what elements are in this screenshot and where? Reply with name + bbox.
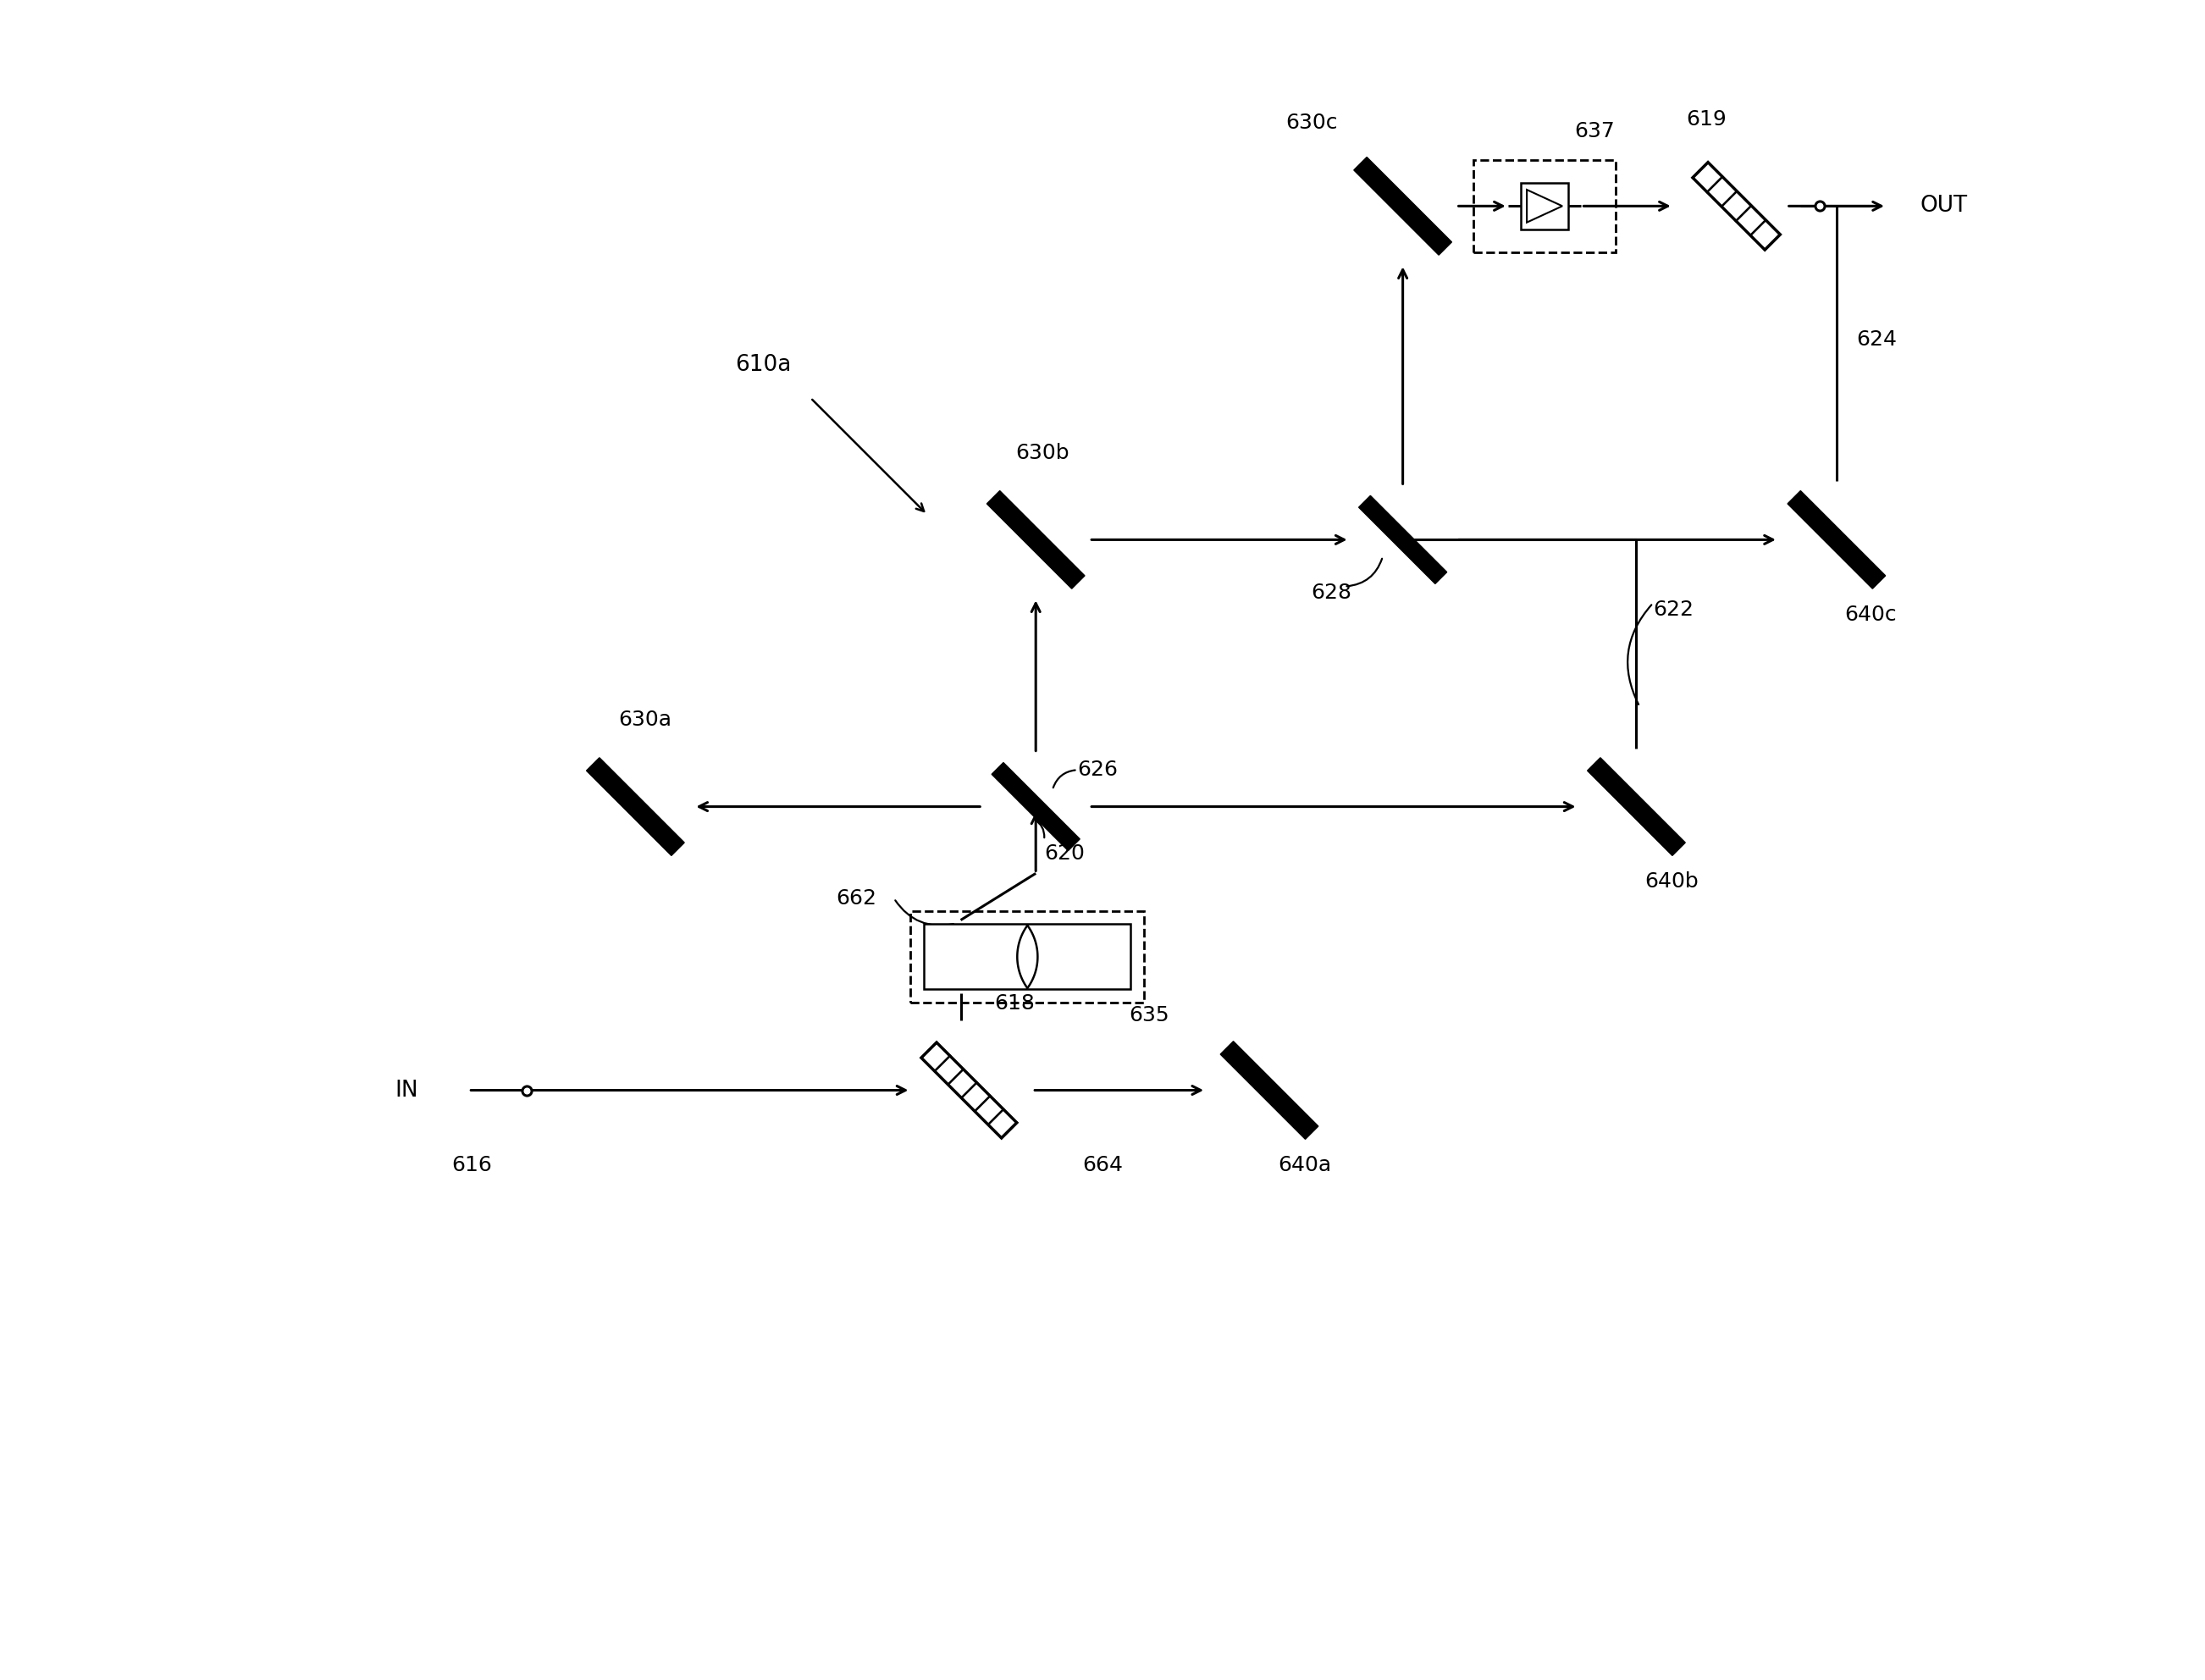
Text: 624: 624: [1857, 329, 1896, 349]
Text: 630a: 630a: [620, 709, 673, 731]
Bar: [1521, 183, 1568, 230]
Text: 637: 637: [1574, 121, 1614, 141]
Bar: [911, 911, 1144, 1003]
Text: 628: 628: [1312, 583, 1352, 603]
Text: 662: 662: [836, 889, 875, 909]
Bar: [1473, 160, 1616, 252]
Text: 622: 622: [1654, 600, 1693, 620]
Polygon shape: [1358, 496, 1446, 583]
Polygon shape: [992, 763, 1080, 850]
Polygon shape: [1526, 190, 1563, 222]
Polygon shape: [1219, 1042, 1319, 1139]
Polygon shape: [922, 1043, 1017, 1137]
Text: 618: 618: [994, 993, 1034, 1013]
Bar: [924, 924, 1131, 990]
Text: 626: 626: [1078, 759, 1118, 780]
Text: IN: IN: [395, 1079, 419, 1102]
Text: 619: 619: [1687, 109, 1727, 129]
Text: 640a: 640a: [1277, 1156, 1332, 1176]
Polygon shape: [988, 491, 1085, 588]
Text: 635: 635: [1129, 1005, 1169, 1025]
Polygon shape: [1788, 491, 1885, 588]
Text: OUT: OUT: [1921, 195, 1967, 217]
Text: 640b: 640b: [1645, 872, 1698, 892]
Text: 664: 664: [1083, 1156, 1122, 1176]
Polygon shape: [1693, 163, 1779, 250]
Text: 616: 616: [452, 1156, 492, 1176]
Text: 610a: 610a: [736, 353, 792, 376]
Text: 620: 620: [1045, 843, 1085, 864]
Text: 630b: 630b: [1017, 444, 1069, 464]
Text: 630c: 630c: [1286, 113, 1338, 133]
Polygon shape: [587, 758, 684, 855]
Polygon shape: [1354, 158, 1451, 255]
Polygon shape: [1588, 758, 1685, 855]
Text: 640c: 640c: [1846, 605, 1896, 625]
